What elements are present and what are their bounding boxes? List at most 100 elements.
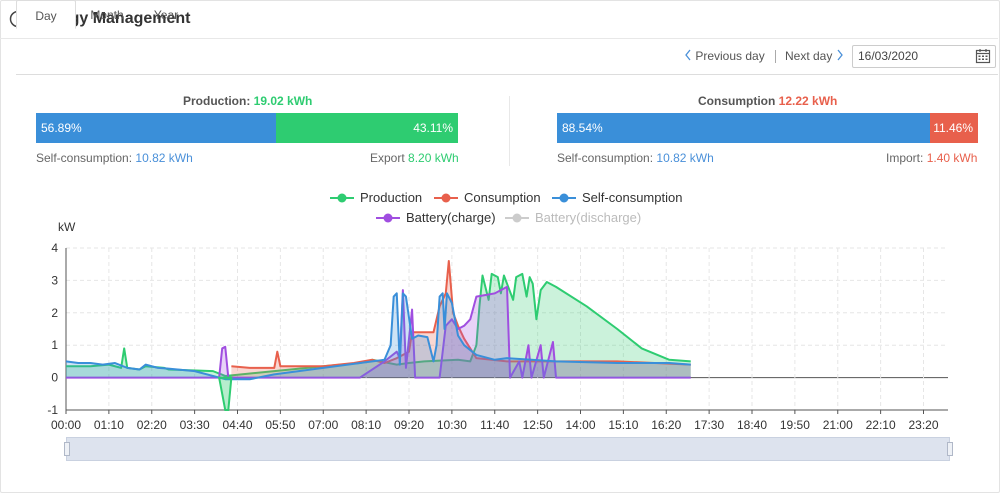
consumption-value: 12.22 kWh bbox=[778, 94, 838, 108]
tab-year[interactable]: Year bbox=[140, 0, 192, 27]
production-label: Production: bbox=[183, 94, 251, 108]
x-tick-label: 04:40 bbox=[222, 418, 252, 432]
x-tick-label: 17:30 bbox=[694, 418, 724, 432]
energy-chart: kW -1 0 1 2 3 4 00:00 01:10 02:20 03:30 04:40 05:5… bbox=[47, 220, 948, 432]
area-production bbox=[66, 273, 691, 378]
x-tick-label: 08:10 bbox=[351, 418, 381, 432]
production-self-value: 10.82 kWh bbox=[135, 151, 193, 165]
consumption-self-pct: 88.54% bbox=[562, 121, 603, 135]
y-tick-label: 3 bbox=[51, 273, 58, 287]
x-tick-label: 23:20 bbox=[908, 418, 938, 432]
x-tick-label: 18:40 bbox=[737, 418, 767, 432]
previous-day-button[interactable]: Previous day bbox=[684, 49, 765, 63]
nav-separator bbox=[775, 50, 776, 63]
chevron-left-icon bbox=[685, 49, 691, 61]
legend-battery-charge[interactable]: Battery(charge) bbox=[376, 210, 496, 226]
legend-consumption[interactable]: Consumption bbox=[434, 190, 541, 206]
production-bar: 56.89% 43.11% bbox=[36, 113, 458, 143]
legend-production-icon bbox=[330, 193, 354, 203]
next-day-label: Next day bbox=[785, 49, 833, 63]
next-day-button[interactable]: Next day bbox=[785, 49, 844, 63]
legend-battery-charge-label: Battery(charge) bbox=[406, 210, 496, 225]
consumption-bar: 88.54% 11.46% bbox=[557, 113, 978, 143]
x-tick-label: 12:50 bbox=[523, 418, 553, 432]
area-self-consumption bbox=[66, 293, 691, 380]
production-summary-heading: Production: 19.02 kWh bbox=[183, 94, 312, 108]
consumption-import-segment: 11.46% bbox=[930, 113, 978, 143]
tab-divider bbox=[16, 74, 998, 75]
consumption-summary-heading: Consumption 12.22 kWh bbox=[698, 94, 837, 108]
legend-production[interactable]: Production bbox=[330, 190, 422, 206]
legend-consumption-label: Consumption bbox=[464, 190, 541, 205]
line-consumption bbox=[231, 259, 691, 369]
consumption-import: Import: 1.40 kWh bbox=[886, 151, 977, 165]
legend-battery-charge-icon bbox=[376, 213, 400, 223]
production-self-pct: 56.89% bbox=[41, 121, 82, 135]
consumption-import-value: 1.40 kWh bbox=[926, 151, 978, 165]
consumption-self-segment: 88.54% bbox=[557, 113, 930, 143]
zoom-handle-right[interactable] bbox=[947, 442, 953, 456]
consumption-import-pct: 11.46% bbox=[933, 121, 973, 135]
x-tick-label: 19:50 bbox=[780, 418, 810, 432]
x-tick-label: 03:30 bbox=[180, 418, 210, 432]
legend-self-consumption[interactable]: Self-consumption bbox=[552, 190, 682, 206]
legend-battery-discharge[interactable]: Battery(discharge) bbox=[505, 210, 641, 226]
x-tick-label: 15:10 bbox=[608, 418, 638, 432]
line-self-consumption bbox=[65, 292, 691, 381]
chart-areas bbox=[65, 259, 691, 411]
chart-grid bbox=[65, 247, 948, 414]
zoom-handle-left[interactable] bbox=[64, 442, 70, 456]
consumption-import-label: Import: bbox=[886, 151, 924, 165]
y-tick-label: 2 bbox=[51, 306, 58, 320]
x-tick-label: 10:30 bbox=[437, 418, 467, 432]
tab-year-label: Year bbox=[153, 8, 179, 22]
x-tick-label: 00:00 bbox=[51, 418, 81, 432]
line-battery-charge- bbox=[66, 285, 691, 379]
y-tick-label: 4 bbox=[51, 241, 58, 255]
x-tick-label: 09:20 bbox=[394, 418, 424, 432]
tab-day[interactable]: Day bbox=[16, 0, 76, 29]
production-value: 19.02 kWh bbox=[253, 94, 313, 108]
x-tick-label: 21:00 bbox=[823, 418, 853, 432]
x-tick-label: 02:20 bbox=[137, 418, 167, 432]
production-self-label: Self-consumption: bbox=[36, 151, 133, 165]
x-tick-label: 11:40 bbox=[480, 418, 509, 432]
summary-divider bbox=[509, 96, 510, 166]
production-export-segment: 43.11% bbox=[276, 113, 458, 143]
zoom-slider[interactable] bbox=[66, 437, 950, 461]
legend-battery-discharge-label: Battery(discharge) bbox=[535, 210, 642, 225]
line-production bbox=[66, 272, 691, 377]
date-input[interactable]: 16/03/2020 bbox=[852, 45, 996, 68]
consumption-self-consumption: Self-consumption: 10.82 kWh bbox=[557, 151, 714, 165]
area-consumption bbox=[231, 260, 691, 378]
calendar-icon[interactable] bbox=[975, 48, 991, 64]
y-tick-label: -1 bbox=[47, 403, 58, 417]
production-export-pct: 43.11% bbox=[413, 121, 453, 135]
production-self-consumption: Self-consumption: 10.82 kWh bbox=[36, 151, 193, 165]
legend-self-consumption-icon bbox=[552, 193, 576, 203]
consumption-label: Consumption bbox=[698, 94, 776, 108]
tab-month[interactable]: Month bbox=[80, 0, 134, 27]
tab-day-label: Day bbox=[35, 9, 57, 23]
y-tick-label: 0 bbox=[51, 371, 58, 385]
x-tick-label: 07:00 bbox=[308, 418, 338, 432]
y-tick-label: 1 bbox=[51, 338, 58, 352]
y-axis-label: kW bbox=[58, 220, 76, 234]
x-tick-label: 05:50 bbox=[265, 418, 295, 432]
x-tick-label: 01:10 bbox=[94, 418, 124, 432]
x-tick-label: 22:10 bbox=[866, 418, 896, 432]
x-tick-label: 14:00 bbox=[565, 418, 595, 432]
production-self-segment: 56.89% bbox=[36, 113, 276, 143]
y-tick-labels: -1 0 1 2 3 4 bbox=[47, 241, 58, 417]
x-tick-labels: 00:00 01:10 02:20 03:30 04:40 05:50 07:00 08:10… bbox=[51, 418, 939, 432]
production-export-value: 8.20 kWh bbox=[408, 151, 459, 165]
x-tick-label: 16:20 bbox=[651, 418, 681, 432]
legend-battery-discharge-icon bbox=[505, 213, 529, 223]
legend-production-label: Production bbox=[360, 190, 423, 205]
tab-month-label: Month bbox=[90, 8, 124, 22]
legend-consumption-icon bbox=[434, 193, 458, 203]
production-export: Export 8.20 kWh bbox=[370, 151, 459, 165]
production-export-label: Export bbox=[370, 151, 405, 165]
chevron-right-icon bbox=[837, 49, 843, 61]
consumption-self-label: Self-consumption: bbox=[557, 151, 654, 165]
